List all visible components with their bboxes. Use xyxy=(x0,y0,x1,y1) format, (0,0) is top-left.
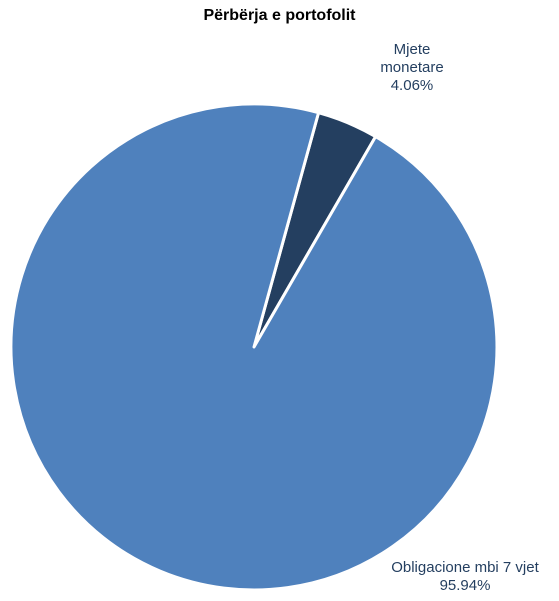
slice-label-1: Obligacione mbi 7 vjet 95.94% xyxy=(391,559,539,594)
slice-value-label-1: 95.94% xyxy=(440,577,491,594)
slice-label-0: Mjete monetare 4.06% xyxy=(380,41,443,94)
slice-name-line-1-0: Obligacione mbi 7 vjet xyxy=(391,559,539,576)
slice-name-line-0-1: monetare xyxy=(380,59,443,76)
slices-layer xyxy=(11,104,497,590)
slice-value-label-0: 4.06% xyxy=(391,77,434,94)
pie-slice-1 xyxy=(11,104,497,590)
slice-name-line-0-0: Mjete xyxy=(394,41,431,58)
chart-title: Përbërja e portofolit xyxy=(0,7,559,25)
